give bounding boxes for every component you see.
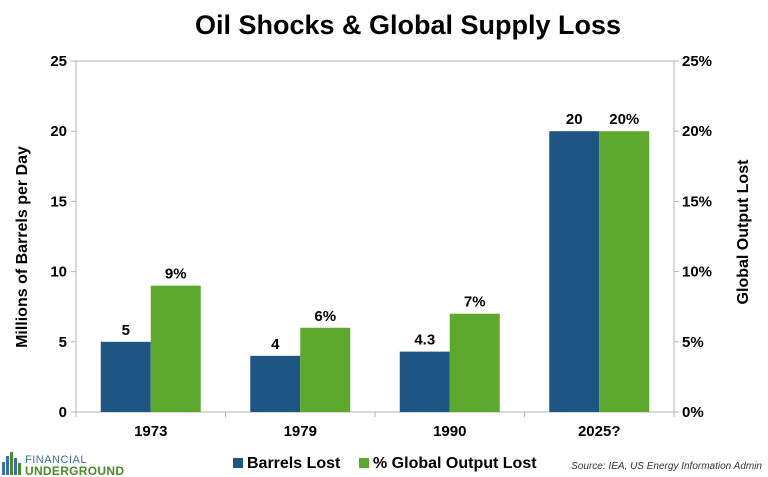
data-label-output-1: 6% <box>314 308 336 325</box>
right-axis-ticks: 0% 5% 10% 15% 20% 25% <box>674 53 712 421</box>
data-label-barrels-1: 4 <box>271 336 280 353</box>
data-label-barrels-0: 5 <box>122 322 130 339</box>
bar-barrels-1 <box>250 355 301 412</box>
y-tick-label: 25 <box>50 53 67 70</box>
legend: Barrels Lost % Global Output Lost <box>233 455 537 472</box>
y2-tick-label: 10% <box>682 264 712 281</box>
chart-title: Oil Shocks & Global Supply Loss <box>195 10 621 40</box>
y-tick-label: 15 <box>50 193 67 210</box>
logo-skyline-icon <box>2 452 21 475</box>
y-tick-label: 0 <box>59 404 67 421</box>
bar-barrels-3 <box>549 131 600 412</box>
left-axis-ticks: 0 5 10 15 20 25 <box>50 53 76 421</box>
y-axis-label: Millions of Barrels per Day <box>14 146 31 348</box>
legend-swatch-barrels <box>233 458 243 468</box>
y-tick-label: 20 <box>50 123 67 140</box>
y2-tick-label: 5% <box>682 334 704 351</box>
data-label-output-3: 20% <box>609 111 639 128</box>
source-note: Source: IEA, US Energy Information Admin <box>571 461 762 472</box>
y2-tick-label: 15% <box>682 193 712 210</box>
legend-label-output: % Global Output Lost <box>373 455 537 472</box>
data-label-barrels-3: 20 <box>566 111 583 128</box>
y2-tick-label: 25% <box>682 53 712 70</box>
legend-swatch-output <box>359 458 369 468</box>
bar-barrels-0 <box>100 341 151 412</box>
bars <box>100 131 650 412</box>
y2-tick-label: 0% <box>682 404 704 421</box>
bar-output-1 <box>300 327 351 412</box>
bar-data-labels: 5 9% 4 6% 4.3 7% 20 20% <box>122 111 640 353</box>
legend-label-barrels: Barrels Lost <box>247 455 341 472</box>
bar-output-0 <box>150 285 201 412</box>
data-label-output-0: 9% <box>165 266 187 283</box>
y2-tick-label: 20% <box>682 123 712 140</box>
x-tick-label: 1973 <box>134 423 167 440</box>
financial-underground-logo: FINANCIAL UNDERGROUND <box>2 452 124 477</box>
logo-text-top: FINANCIAL <box>25 454 87 466</box>
bar-output-2 <box>449 313 500 412</box>
data-label-barrels-2: 4.3 <box>414 332 435 349</box>
y-tick-label: 5 <box>59 334 67 351</box>
bar-barrels-2 <box>399 351 450 412</box>
data-label-output-2: 7% <box>464 294 486 311</box>
x-tick-label: 1979 <box>284 423 317 440</box>
logo-text-bottom: UNDERGROUND <box>25 464 124 477</box>
y-tick-label: 10 <box>50 264 67 281</box>
x-axis-ticks: 1973 1979 1990 2025? <box>75 412 675 440</box>
bar-output-3 <box>599 131 650 412</box>
x-tick-label: 1990 <box>433 423 466 440</box>
y2-axis-label: Global Output Lost <box>735 159 752 305</box>
x-tick-label: 2025? <box>578 423 621 440</box>
